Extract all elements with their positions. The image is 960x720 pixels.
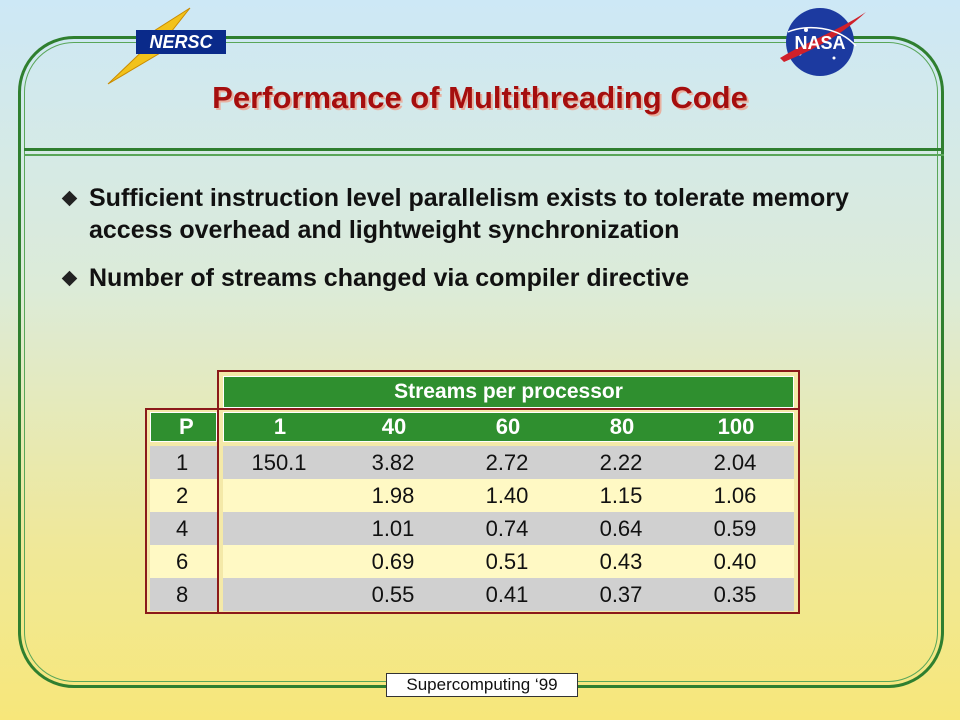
value-cell: 0.43 xyxy=(599,549,643,574)
streams-column-headers: 1 40 60 80 100 xyxy=(223,412,794,442)
table-row: 0.69 0.51 0.43 0.40 xyxy=(223,545,794,578)
value-cell: 0.40 xyxy=(713,549,757,574)
value-cell: 0.37 xyxy=(599,582,643,607)
value-cell: 0.74 xyxy=(485,516,529,541)
column-header: 100 xyxy=(717,414,755,439)
table-row-p: 2 xyxy=(150,479,217,512)
bullet-item: Sufficient instruction level parallelism… xyxy=(61,182,882,246)
table-row: 1.98 1.40 1.15 1.06 xyxy=(223,479,794,512)
p-cell: 4 xyxy=(176,516,189,541)
table-row-p: 1 xyxy=(150,446,217,479)
table-row: 0.55 0.41 0.37 0.35 xyxy=(223,578,794,611)
nersc-logo: NERSC xyxy=(107,7,226,85)
value-cell: 1.40 xyxy=(485,483,529,508)
value-cell: 0.59 xyxy=(713,516,757,541)
column-header: 60 xyxy=(495,414,521,439)
bullet-item: Number of streams changed via compiler d… xyxy=(61,262,882,294)
nasa-logo: NASA xyxy=(780,8,866,76)
column-header: 1 xyxy=(273,414,287,439)
p-cell: 6 xyxy=(176,549,189,574)
column-header: 40 xyxy=(381,414,407,439)
streams-header: Streams per processor xyxy=(223,376,794,408)
value-cell: 0.55 xyxy=(371,582,415,607)
nersc-logo-text: NERSC xyxy=(149,32,213,52)
value-cell: 3.82 xyxy=(371,450,415,475)
p-cell: 8 xyxy=(176,582,189,607)
value-cell: 2.22 xyxy=(599,450,643,475)
bullet-list: Sufficient instruction level parallelism… xyxy=(61,182,882,310)
value-cell: 2.72 xyxy=(485,450,529,475)
table-row-p: 6 xyxy=(150,545,217,578)
title-divider-thin xyxy=(24,154,944,156)
value-cell: 1.15 xyxy=(599,483,643,508)
value-cell: 2.04 xyxy=(713,450,757,475)
value-cell: 0.35 xyxy=(713,582,757,607)
column-header: 80 xyxy=(609,414,635,439)
diamond-bullet-icon xyxy=(61,270,78,287)
slide-title: Performance of Multithreading Code xyxy=(212,80,748,115)
value-cell: 0.51 xyxy=(485,549,529,574)
value-cell: 0.41 xyxy=(485,582,529,607)
value-cell: 150.1 xyxy=(251,450,307,475)
value-cell: 0.69 xyxy=(371,549,415,574)
footer-label: Supercomputing ‘99 xyxy=(386,673,578,697)
bullet-text: Sufficient instruction level parallelism… xyxy=(89,184,849,244)
table-row: 1.01 0.74 0.64 0.59 xyxy=(223,512,794,545)
value-cell: 0.64 xyxy=(599,516,643,541)
value-cell: 1.01 xyxy=(371,516,415,541)
p-cell: 1 xyxy=(176,450,189,475)
nasa-logo-text: NASA xyxy=(794,33,845,53)
table-row-p: 8 xyxy=(150,578,217,611)
diamond-bullet-icon xyxy=(61,190,78,207)
table-row-p: 4 xyxy=(150,512,217,545)
title-divider xyxy=(24,148,944,151)
table-row: 150.1 3.82 2.72 2.22 2.04 xyxy=(223,446,794,479)
bullet-text: Number of streams changed via compiler d… xyxy=(89,264,690,292)
p-cell: 2 xyxy=(176,483,189,508)
value-cell: 1.98 xyxy=(371,483,415,508)
p-column-header: P xyxy=(150,412,217,442)
value-cell: 1.06 xyxy=(713,483,757,508)
